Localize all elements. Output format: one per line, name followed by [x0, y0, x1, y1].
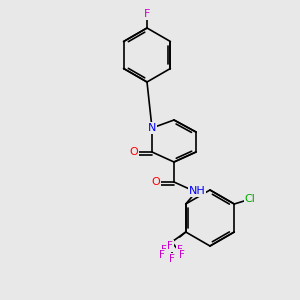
Text: Cl: Cl — [245, 194, 256, 204]
Text: F: F — [169, 254, 175, 264]
Text: F: F — [177, 245, 183, 255]
Text: F: F — [144, 9, 150, 19]
Text: O: O — [152, 177, 160, 187]
Text: F: F — [161, 245, 167, 255]
Text: F: F — [159, 250, 165, 260]
Text: O: O — [130, 147, 138, 157]
Text: F: F — [179, 250, 185, 260]
Text: NH: NH — [189, 186, 206, 196]
Text: N: N — [148, 123, 156, 133]
Text: F: F — [167, 241, 173, 251]
